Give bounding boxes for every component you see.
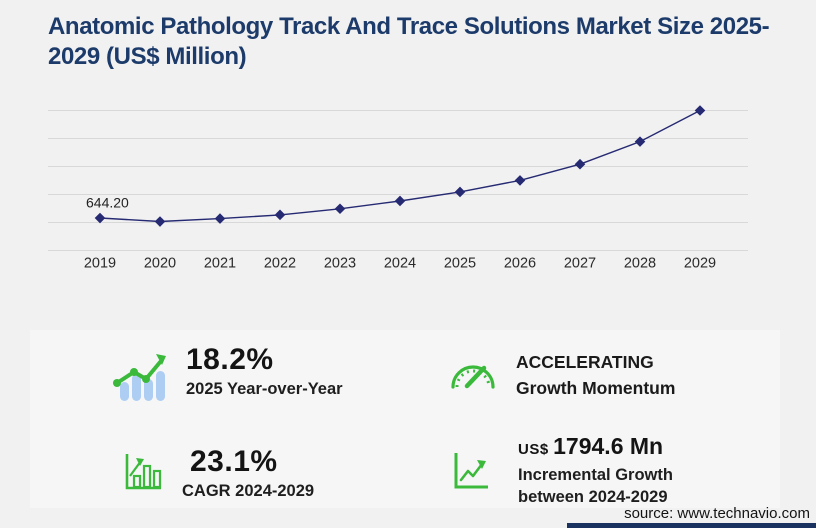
x-axis-label: 2023 — [324, 256, 356, 272]
data-point — [454, 186, 466, 198]
page-title: Anatomic Pathology Track And Trace Solut… — [48, 13, 770, 70]
cagr-label: CAGR 2024-2029 — [182, 482, 315, 500]
source-credit: source: www.technavio.com — [624, 505, 810, 522]
stat-momentum: ACCELERATING Growth Momentum — [516, 349, 675, 401]
trend-bars-icon — [112, 346, 170, 409]
market-size-line-chart: 2019 2020 2021 2022 2023 2024 2025 2026 2027 2028… — [0, 90, 816, 282]
data-point — [694, 105, 706, 116]
x-axis-label: 2021 — [204, 256, 236, 272]
data-point — [574, 158, 586, 170]
x-axis-label: 2027 — [564, 256, 596, 272]
incremental-currency: US$ — [518, 441, 549, 458]
x-axis-label: 2024 — [384, 256, 416, 272]
footer-accent-bar — [567, 523, 816, 528]
x-axis-label: 2019 — [84, 256, 116, 272]
stat-cagr: 23.1% CAGR 2024-2029 — [182, 445, 314, 502]
data-point — [514, 175, 526, 186]
data-point — [94, 212, 106, 224]
stat-incremental: US$ 1794.6 Mn Incremental Growth between… — [518, 432, 673, 508]
cagr-value: 23.1% — [190, 445, 278, 478]
incremental-value-row: US$ 1794.6 Mn — [518, 432, 673, 464]
data-point — [634, 136, 646, 147]
x-axis-label: 2028 — [624, 256, 656, 272]
data-point — [274, 209, 286, 221]
x-axis-label: 2029 — [684, 256, 716, 272]
x-axis-label: 2020 — [144, 256, 176, 272]
incremental-label-line1: Incremental Growth — [518, 466, 673, 484]
x-axis-label: 2022 — [264, 256, 296, 272]
data-point — [334, 203, 346, 215]
momentum-label: Growth Momentum — [516, 378, 676, 398]
bar-chart-growth-icon — [123, 451, 163, 496]
yoy-label: 2025 Year-over-Year — [186, 380, 343, 398]
data-point-label: 644.20 — [86, 195, 129, 211]
x-axis-label: 2025 — [444, 256, 476, 272]
chart-svg: 2019 2020 2021 2022 2023 2024 2025 2026 2027 2028… — [48, 105, 748, 272]
momentum-value: ACCELERATING — [516, 352, 654, 372]
stat-yoy: 18.2% 2025 Year-over-Year — [186, 344, 343, 400]
incremental-value: 1794.6 Mn — [553, 433, 664, 459]
speedometer-icon — [449, 355, 497, 398]
data-point — [154, 216, 166, 227]
yoy-value: 18.2% — [186, 343, 274, 376]
incremental-growth-icon — [452, 449, 492, 496]
incremental-label-line2: between 2024-2029 — [518, 488, 668, 506]
x-axis-label: 2026 — [504, 256, 536, 272]
data-point — [394, 195, 406, 207]
data-point — [214, 213, 226, 224]
